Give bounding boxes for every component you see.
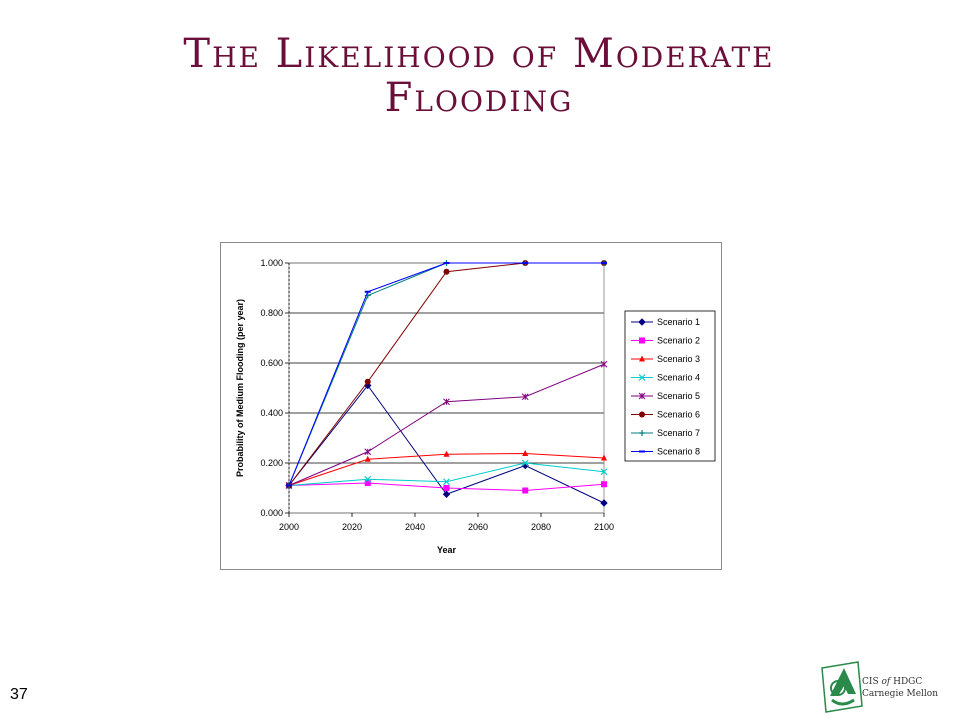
logo-caption-cis: CIS (862, 677, 879, 687)
legend-marker-scenario-3 (639, 355, 645, 362)
data-point-scenario-1 (442, 490, 451, 498)
logo-caption-hdgc: HDGC (893, 677, 923, 687)
y-axis-label: Probability of Medium Flooding (per year… (235, 299, 245, 477)
data-point-scenario-3 (443, 450, 450, 457)
y-tick-label: 0.000 (260, 508, 283, 518)
y-tick-label: 0.400 (260, 408, 283, 418)
data-point-scenario-4 (600, 468, 608, 476)
legend-label-scenario-1: Scenario 1 (657, 317, 700, 327)
data-point-scenario-5 (443, 398, 450, 406)
plot-area (288, 262, 605, 514)
logo-caption-institution: Carnegie Mellon (862, 689, 939, 699)
x-tick-label: 2020 (342, 522, 362, 532)
data-point-scenario-6 (443, 268, 450, 275)
y-tick-label: 1.000 (260, 258, 283, 268)
logo-caption: CIS of HDGC Carnegie Mellon (862, 676, 938, 700)
legend-marker-scenario-7 (639, 430, 645, 436)
chart-frame: 0.000 0.200 0.400 0.600 0.800 1.000 2000 2020 20… (220, 242, 722, 570)
x-tick-label: 2060 (468, 522, 488, 532)
y-tick-label: 0.800 (260, 308, 283, 318)
legend-label-scenario-8: Scenario 8 (657, 447, 700, 457)
y-tick-label: 0.200 (260, 458, 283, 468)
legend-marker-scenario-2 (639, 337, 645, 344)
legend-marker-scenario-6 (639, 411, 645, 418)
data-point-scenario-5 (364, 448, 372, 456)
legend-label-scenario-7: Scenario 7 (657, 428, 700, 438)
data-point-scenario-3 (364, 455, 371, 462)
data-point-scenario-6 (364, 378, 371, 385)
data-point-scenario-3 (601, 454, 607, 461)
carnegie-mellon-logo-icon (821, 661, 863, 713)
data-point-scenario-4 (521, 459, 529, 467)
legend-label-scenario-3: Scenario 3 (657, 354, 700, 364)
x-tick-label: 2040 (405, 522, 425, 532)
data-point-scenario-5 (600, 360, 608, 368)
legend-marker-scenario-5 (638, 392, 646, 400)
line-chart: 0.000 0.200 0.400 0.600 0.800 1.000 2000 2020 20… (235, 258, 716, 555)
x-tick-label: 2080 (531, 522, 551, 532)
x-tick-label: 2000 (279, 522, 299, 532)
legend-label-scenario-2: Scenario 2 (657, 336, 700, 346)
legend-marker-scenario-1 (638, 318, 646, 326)
legend (624, 310, 716, 462)
data-point-scenario-2 (522, 487, 529, 494)
legend-marker-scenario-4 (638, 374, 646, 381)
legend-label-scenario-5: Scenario 5 (657, 391, 700, 401)
y-tick-label: 0.600 (260, 358, 283, 368)
logo-caption-of: of (881, 677, 891, 687)
data-point-scenario-3 (522, 450, 529, 456)
slide-title-line-1: The Likelihood of Moderate (183, 31, 775, 77)
legend-label-scenario-4: Scenario 4 (657, 373, 700, 383)
data-point-scenario-2 (364, 480, 371, 486)
slide-title-line-2: Flooding (384, 75, 574, 121)
data-point-scenario-2 (601, 481, 607, 488)
slide-number: 37 (10, 686, 28, 703)
data-point-scenario-5 (521, 393, 529, 401)
slide-title: The Likelihood of Moderate Flooding (0, 32, 958, 120)
x-axis-label: Year (437, 545, 457, 555)
data-point-scenario-1 (600, 499, 608, 507)
data-point-scenario-4 (443, 478, 450, 486)
legend-label-scenario-6: Scenario 6 (657, 410, 700, 420)
x-tick-label: 2100 (594, 522, 614, 532)
data-point-scenario-4 (364, 475, 372, 483)
data-point-scenario-2 (443, 485, 450, 491)
